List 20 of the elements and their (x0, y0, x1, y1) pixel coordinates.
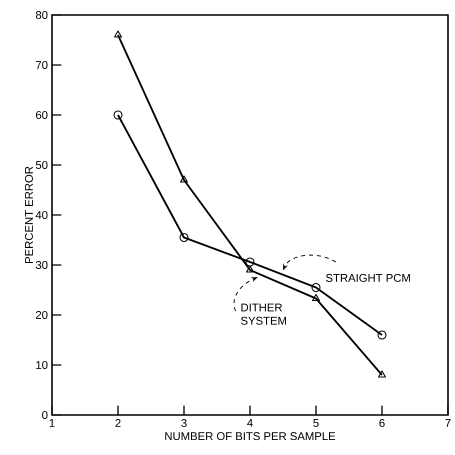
y-tick-label: 10 (36, 361, 48, 369)
x-tick-label: 5 (313, 419, 319, 427)
series-label: DITHER SYSTEM (241, 304, 286, 325)
x-tick-label: 1 (50, 419, 55, 427)
y-tick-label: 30 (36, 261, 48, 269)
x-axis-title: NUMBER OF BITS PER SAMPLE (165, 432, 336, 440)
y-axis-title: PERCENT ERROR (25, 166, 33, 264)
x-tick-label: 6 (379, 419, 385, 428)
x-tick-label: 4 (247, 419, 253, 427)
y-tick-label: 80 (36, 11, 48, 19)
y-tick-label: 0 (42, 411, 48, 419)
x-tick-label: 3 (181, 419, 187, 428)
y-tick-label: 40 (36, 211, 48, 219)
x-tick-label: 2 (115, 419, 121, 427)
y-tick-label: 60 (36, 111, 48, 119)
y-tick-label: 70 (36, 61, 48, 69)
y-tick-label: 20 (36, 311, 48, 319)
x-tick-label: 7 (445, 419, 451, 427)
series-label: STRAIGHT PCM (326, 274, 410, 282)
y-tick-label: 50 (36, 161, 48, 169)
